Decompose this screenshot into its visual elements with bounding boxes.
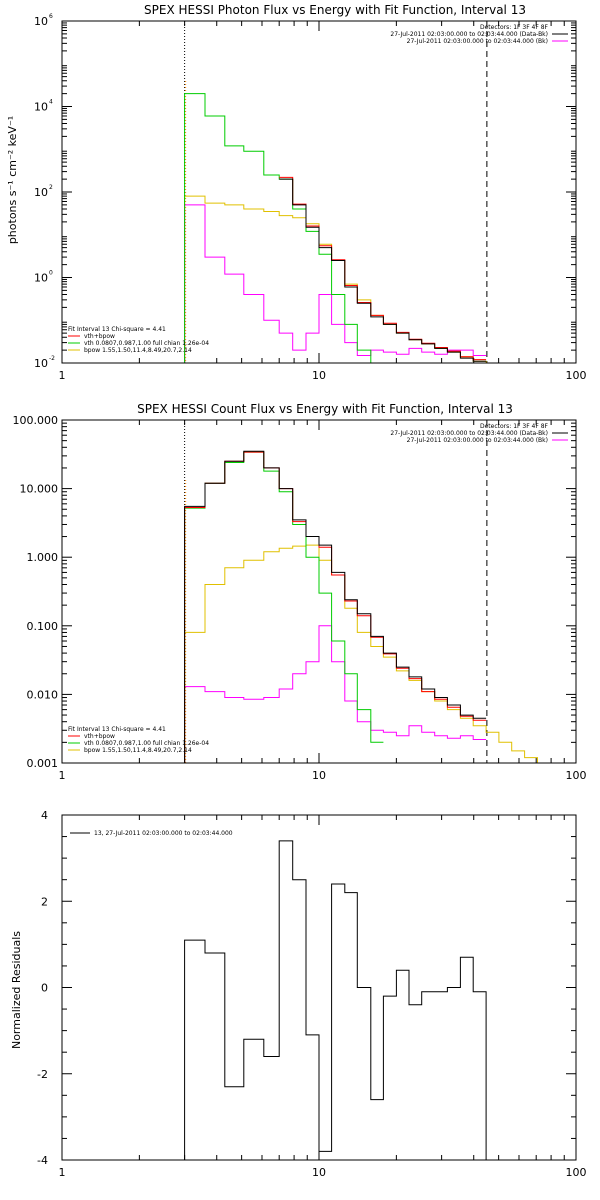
x-tick-label: 100: [566, 369, 587, 382]
photon-flux-panel: SPEX HESSI Photon Flux vs Energy with Fi…: [6, 3, 587, 382]
y-tick-exponent: -2: [49, 355, 55, 362]
y-tick-label: 4: [41, 809, 48, 822]
panel3-marks: 1 10 100 -4 -2 0 2 4 13, 27-Jul-2011 02:03:00.00…: [37, 809, 586, 1179]
y-tick-label: 0.001: [27, 757, 59, 770]
legend-lower-text: vth 0.0807,0.987,1.00 full chian 1.26e-0…: [84, 340, 209, 347]
panel1-title: SPEX HESSI Photon Flux vs Energy with Fi…: [144, 3, 526, 17]
y-tick-exponent: 2: [49, 184, 53, 191]
series-bpow: [184, 544, 551, 764]
y-tick-label: -4: [37, 1154, 48, 1167]
panel1-ylabel: photons s⁻¹ cm⁻² keV⁻¹: [6, 116, 19, 244]
y-tick-label: 10: [34, 357, 48, 370]
y-tick-exponent: 4: [49, 99, 53, 106]
legend-upper-text: 27-Jul-2011 02:03:00.000 to 02:03:44.000…: [390, 31, 548, 38]
y-tick-label: 10: [34, 272, 48, 285]
legend-lower-text: vth+bpow: [84, 333, 115, 340]
legend-upper-text: 27-Jul-2011 02:03:00.000 to 02:03:44.000…: [390, 430, 548, 437]
y-tick-exponent: 0: [49, 270, 53, 277]
series-data: [184, 450, 487, 763]
series-data: [279, 178, 487, 362]
series-bk: [184, 625, 487, 763]
y-tick-label: 10: [34, 186, 48, 199]
x-tick-label: 10: [312, 1166, 326, 1179]
x-tick-label: 10: [312, 369, 326, 382]
y-tick-label: 0.010: [27, 688, 59, 701]
count-flux-panel: SPEX HESSI Count Flux vs Energy with Fit…: [13, 402, 587, 782]
panel2-frame: [61, 419, 577, 764]
series-fit: [184, 451, 487, 763]
panel1-frame: [61, 20, 577, 364]
x-tick-label: 1: [59, 769, 66, 782]
series-fit: [279, 176, 487, 361]
legend-lower-text: Fit Interval 13 Chi-square = 4.41: [68, 726, 166, 733]
residuals-panel: Normalized Residuals 1 10 100 -4 -2 0 2 4 13, 27…: [10, 809, 587, 1179]
residual-legend-text: 13, 27-Jul-2011 02:03:00.000 to 02:03:44…: [94, 830, 233, 837]
y-tick-label: 0.100: [27, 620, 59, 633]
panel3-frame: [61, 814, 577, 1161]
series-bk: [184, 204, 487, 363]
y-tick-label: 2: [41, 895, 48, 908]
y-tick-label: 0: [41, 982, 48, 995]
series-vth: [184, 451, 384, 763]
panel2-title: SPEX HESSI Count Flux vs Energy with Fit…: [137, 402, 513, 416]
residual-step-series: [184, 840, 487, 1160]
x-tick-label: 1: [59, 369, 66, 382]
x-tick-label: 100: [566, 1166, 587, 1179]
legend-lower-text: vth 0.0807,0.987,1.00 full chian 1.26e-0…: [84, 740, 209, 747]
series-vth: [184, 93, 384, 364]
legend-lower-text: Fit Interval 13 Chi-square = 4.41: [68, 326, 166, 333]
y-tick-label: 10: [34, 101, 48, 114]
panel3-ylabel: Normalized Residuals: [10, 931, 23, 1049]
y-tick-label: 100.000: [13, 414, 59, 427]
x-tick-label: 100: [566, 769, 587, 782]
panel2-marks: 1 10 100 0.001 0.010 0.100 1.000 10.000 100.000 D…: [13, 414, 587, 782]
y-tick-label: -2: [37, 1068, 48, 1081]
legend-upper-text: 27-Jul-2011 02:03:00.000 to 02:03:44.000…: [407, 437, 548, 444]
y-tick-label: 10: [34, 15, 48, 28]
legend-lower-text: bpow 1.55,1.50,11.4,8.49,20.7,2.14: [84, 747, 192, 754]
legend-lower-text: bpow 1.55,1.50,11.4,8.49,20.7,2.14: [84, 347, 192, 354]
legend-upper-text: Detectors: 1F 3F 4F 8F: [480, 24, 549, 31]
x-tick-label: 1: [59, 1166, 66, 1179]
y-tick-label: 10.000: [20, 483, 59, 496]
x-tick-label: 10: [312, 769, 326, 782]
y-tick-exponent: 6: [49, 13, 53, 20]
y-tick-label: 1.000: [27, 551, 59, 564]
legend-lower-text: vth+bpow: [84, 733, 115, 740]
legend-upper-text: Detectors: 1F 3F 4F 8F: [480, 423, 549, 430]
series-bpow: [184, 195, 525, 364]
legend-upper-text: 27-Jul-2011 02:03:00.000 to 02:03:44.000…: [407, 38, 548, 45]
